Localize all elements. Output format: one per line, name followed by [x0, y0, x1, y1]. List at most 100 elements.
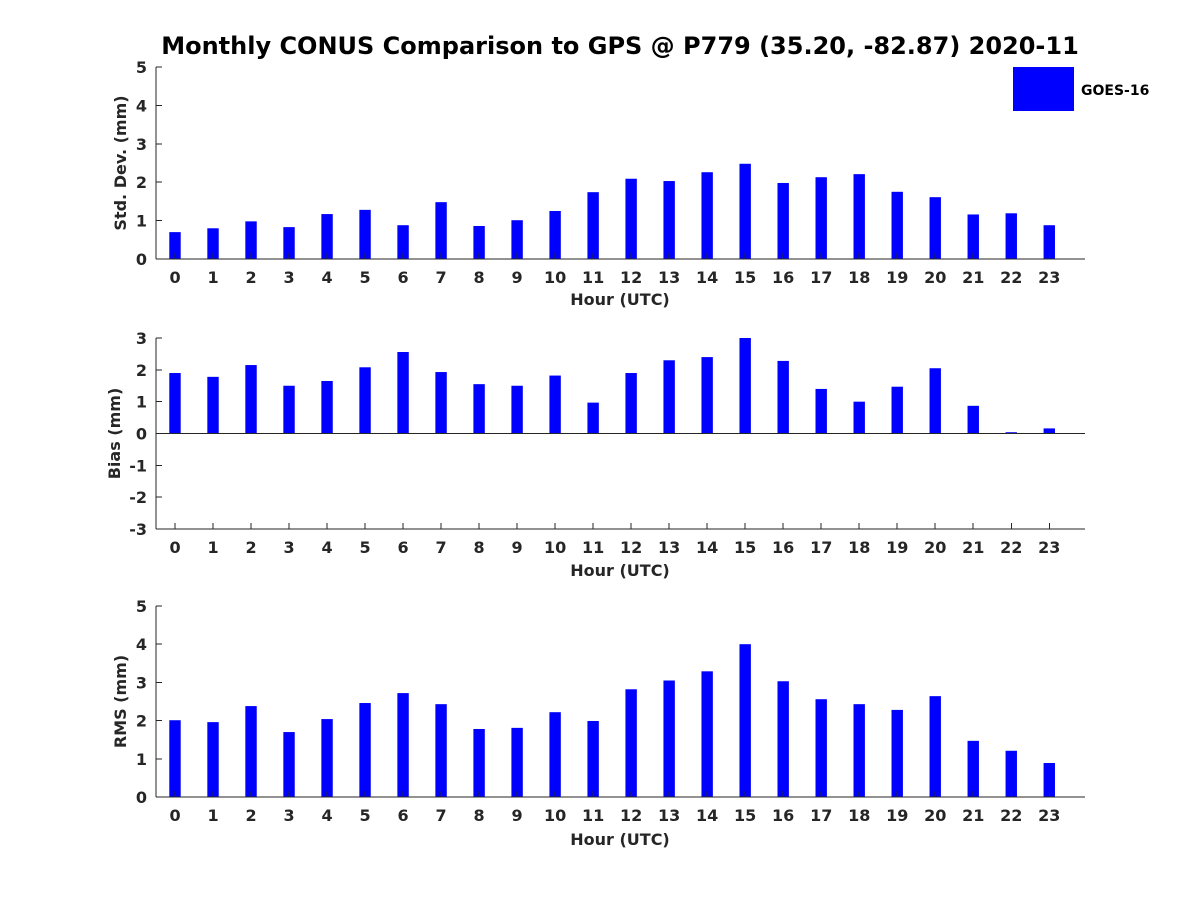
bar-hour-14: [701, 172, 713, 259]
x-tick-label: 19: [886, 806, 908, 825]
x-tick-label: 3: [283, 538, 294, 557]
bar-hour-13: [663, 360, 675, 434]
y-tick-label: 5: [136, 58, 147, 77]
bar-hour-4: [321, 214, 333, 259]
x-tick-label: 2: [245, 268, 256, 287]
x-tick-label: 10: [544, 806, 566, 825]
x-tick-label: 23: [1038, 268, 1060, 287]
y-axis-label: Std. Dev. (mm): [111, 95, 130, 230]
bar-hour-21: [967, 214, 979, 259]
x-tick-label: 3: [283, 806, 294, 825]
bar-hour-21: [967, 740, 979, 797]
x-tick-label: 0: [169, 538, 180, 557]
bar-hour-5: [359, 209, 371, 259]
x-tick-label: 5: [359, 806, 370, 825]
x-tick-label: 4: [321, 268, 332, 287]
x-tick-label: 11: [582, 538, 604, 557]
y-tick-label: 1: [136, 750, 147, 769]
x-tick-label: 8: [474, 806, 485, 825]
x-tick-label: 5: [359, 268, 370, 287]
bar-hour-22: [1005, 213, 1017, 259]
x-tick-label: 7: [436, 538, 447, 557]
y-tick-label: 3: [136, 673, 147, 692]
x-tick-label: 19: [886, 538, 908, 557]
bar-hour-2: [245, 221, 257, 259]
bar-hour-17: [815, 699, 827, 797]
bar-hour-18: [853, 704, 865, 797]
x-tick-label: 1: [207, 806, 218, 825]
bar-hour-23: [1043, 428, 1055, 434]
figure-title: Monthly CONUS Comparison to GPS @ P779 (…: [161, 32, 1079, 60]
bar-hour-0: [169, 720, 181, 797]
bar-hour-10: [549, 211, 561, 259]
bar-hour-2: [245, 365, 257, 434]
x-tick-label: 6: [397, 268, 408, 287]
x-tick-label: 15: [734, 806, 756, 825]
x-tick-label: 17: [810, 538, 832, 557]
x-tick-label: 12: [620, 268, 642, 287]
bar-hour-0: [169, 373, 181, 434]
bar-hour-12: [625, 373, 637, 434]
y-tick-label: 0: [136, 788, 147, 807]
bar-hour-1: [207, 722, 219, 797]
bar-hour-15: [739, 338, 751, 434]
x-tick-label: 22: [1000, 538, 1022, 557]
bar-hour-11: [587, 402, 599, 434]
x-tick-label: 10: [544, 268, 566, 287]
x-tick-label: 3: [283, 268, 294, 287]
x-tick-label: 6: [397, 806, 408, 825]
bar-hour-10: [549, 375, 561, 434]
x-tick-label: 0: [169, 806, 180, 825]
x-tick-label: 19: [886, 268, 908, 287]
x-tick-label: 23: [1038, 538, 1060, 557]
x-tick-label: 22: [1000, 268, 1022, 287]
bar-hour-23: [1043, 225, 1055, 259]
bar-hour-5: [359, 367, 371, 434]
bar-hour-7: [435, 372, 447, 434]
bar-hour-9: [511, 727, 523, 797]
bar-hour-13: [663, 181, 675, 259]
y-tick-label: 1: [136, 212, 147, 231]
x-tick-label: 18: [848, 806, 870, 825]
y-tick-label: -3: [129, 520, 147, 539]
bar-hour-22: [1005, 750, 1017, 797]
bar-hour-1: [207, 228, 219, 259]
x-tick-label: 16: [772, 268, 794, 287]
x-tick-label: 13: [658, 538, 680, 557]
x-tick-label: 18: [848, 268, 870, 287]
y-axis-label: Bias (mm): [105, 388, 124, 480]
x-tick-label: 4: [321, 538, 332, 557]
bar-hour-15: [739, 644, 751, 797]
bar-hour-8: [473, 729, 485, 797]
bar-hour-19: [891, 191, 903, 259]
legend: GOES-16: [1013, 67, 1149, 111]
x-tick-label: 7: [436, 806, 447, 825]
bar-hour-9: [511, 220, 523, 259]
x-tick-label: 9: [512, 268, 523, 287]
x-tick-label: 9: [512, 538, 523, 557]
x-axis-label: Hour (UTC): [570, 830, 670, 849]
y-tick-label: 4: [136, 635, 147, 654]
x-tick-label: 21: [962, 268, 984, 287]
bar-hour-7: [435, 202, 447, 259]
x-tick-label: 5: [359, 538, 370, 557]
bar-hour-3: [283, 732, 295, 797]
x-tick-label: 15: [734, 268, 756, 287]
x-tick-label: 18: [848, 538, 870, 557]
y-tick-label: 3: [136, 135, 147, 154]
y-tick-label: -1: [129, 456, 147, 475]
x-tick-label: 1: [207, 538, 218, 557]
bar-hour-20: [929, 368, 941, 434]
bar-hour-15: [739, 163, 751, 259]
x-tick-label: 20: [924, 538, 946, 557]
bar-hour-17: [815, 177, 827, 259]
y-tick-label: 2: [136, 712, 147, 731]
x-tick-label: 14: [696, 268, 718, 287]
bar-hour-5: [359, 703, 371, 797]
x-tick-label: 8: [474, 268, 485, 287]
y-tick-label: 0: [136, 250, 147, 269]
bar-hour-3: [283, 227, 295, 259]
bar-hour-6: [397, 225, 409, 259]
